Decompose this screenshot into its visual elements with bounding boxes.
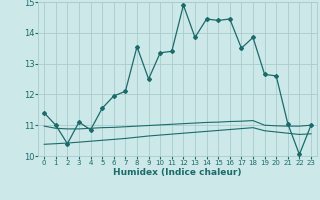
X-axis label: Humidex (Indice chaleur): Humidex (Indice chaleur) bbox=[113, 168, 242, 177]
